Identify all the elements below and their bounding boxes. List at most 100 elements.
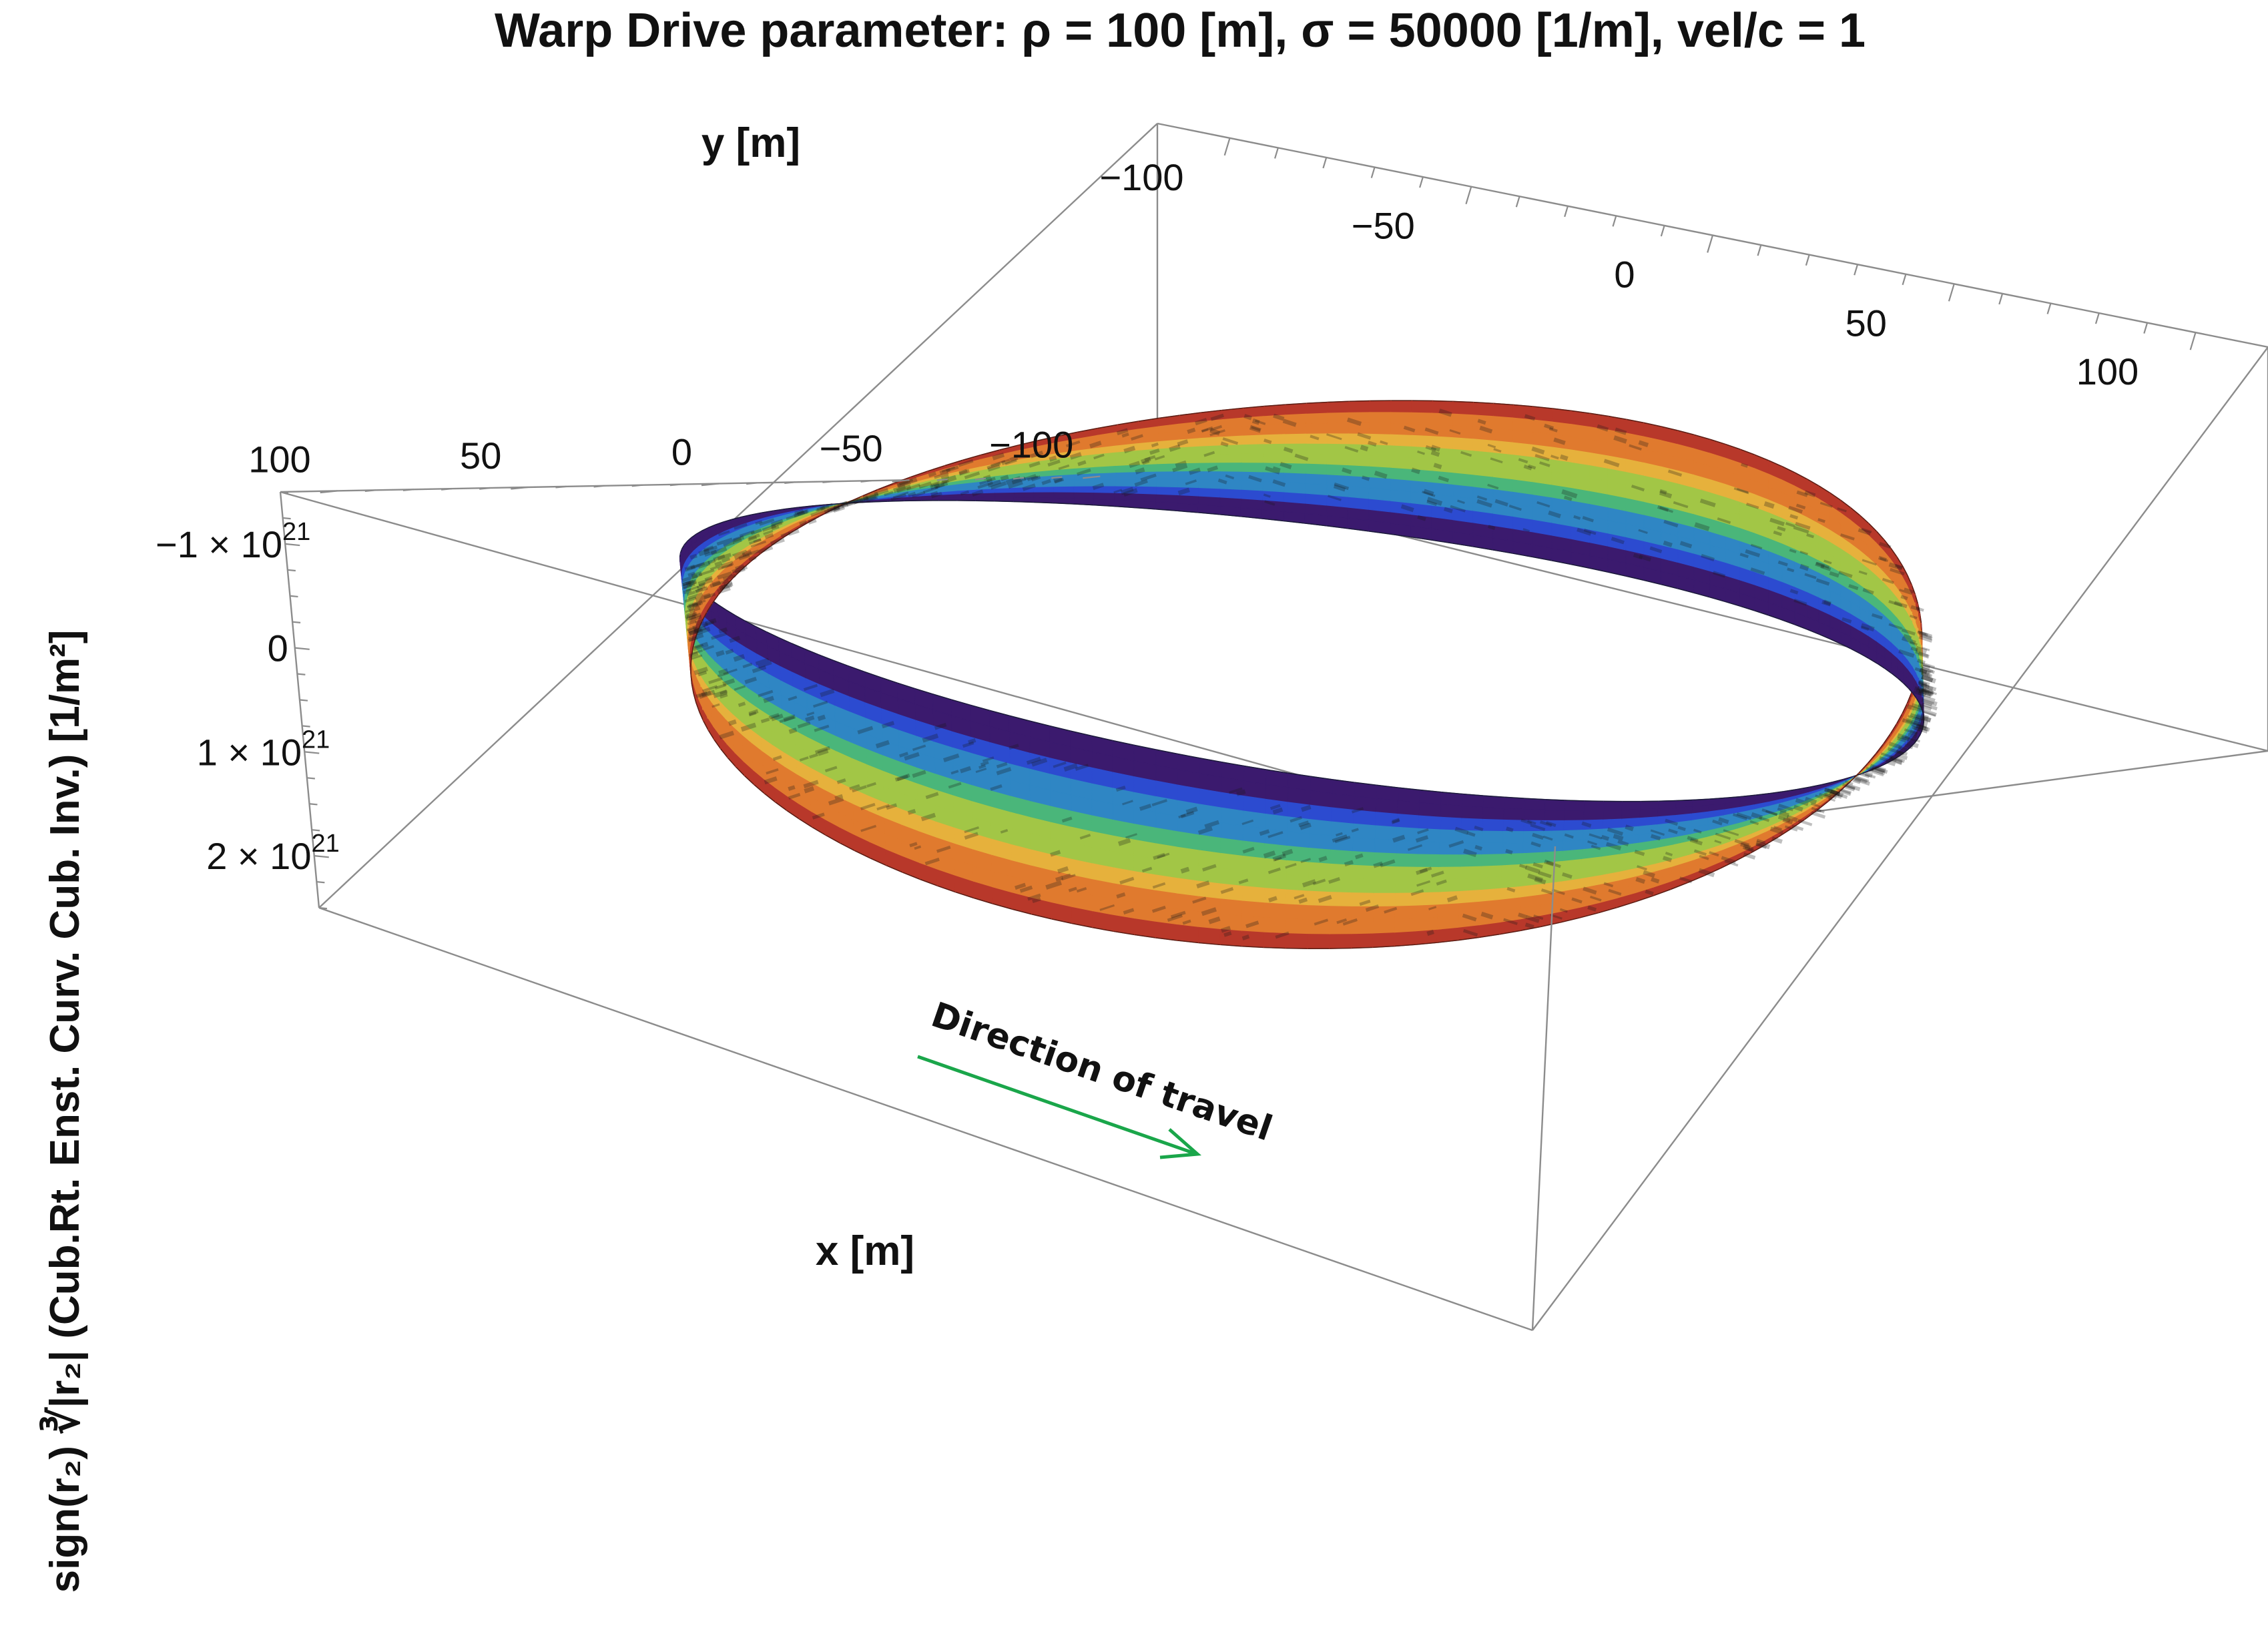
z-tick-mark	[292, 622, 300, 623]
ring-surface-patch	[1243, 886, 1265, 903]
ring-surface-patch	[1462, 794, 1484, 808]
ring-surface-patch	[1306, 443, 1328, 454]
x-axis-label: x [m]	[816, 1228, 914, 1274]
ring-surface-patch	[1332, 822, 1354, 838]
ring-surface-patch	[1310, 805, 1332, 822]
ring-surface-patch	[1374, 866, 1396, 880]
ring-surface-patch	[1310, 834, 1332, 850]
ring-surface-patch	[1494, 416, 1514, 430]
direction-annotation: Direction of travel	[918, 995, 1277, 1157]
ring-surface-patch	[1391, 445, 1412, 458]
curvature-ring-surface	[680, 400, 1938, 948]
ring-surface-patch	[1199, 487, 1220, 497]
ring-surface-patch	[1398, 814, 1420, 829]
chart-title: Warp Drive parameter: ρ = 100 [m], σ = 5…	[495, 4, 1866, 57]
ring-surface-patch	[1135, 493, 1157, 501]
ring-surface-patch	[1220, 471, 1241, 481]
ring-surface-patch	[1199, 496, 1220, 506]
x-tick-mark	[1275, 148, 1278, 158]
ring-surface-patch	[1157, 487, 1178, 495]
ring-surface-patch	[1221, 453, 1242, 463]
ring-surface-patch	[1391, 400, 1412, 412]
ring-surface-patch	[1348, 455, 1370, 467]
ring-bottom-edge	[1433, 401, 1454, 402]
ring-surface-patch	[1481, 877, 1502, 890]
ring-surface-patch	[1352, 920, 1374, 934]
ring-surface-patch	[1504, 797, 1525, 809]
ring-surface-patch	[1473, 451, 1493, 465]
ring-surface-patch	[1221, 463, 1242, 472]
ring-surface-patch	[1265, 814, 1288, 832]
z-tick-mark	[288, 570, 296, 571]
ring-surface-patch	[1177, 909, 1199, 927]
ring-surface-patch	[1328, 443, 1349, 454]
ring-surface-patch	[1284, 482, 1306, 493]
ring-surface-patch	[1390, 479, 1411, 492]
ring-surface-patch	[1015, 492, 1035, 497]
x-axis-ticks: −100−50050100	[1099, 138, 2195, 392]
ring-surface-patch	[1493, 440, 1513, 454]
ring-surface-patch	[1330, 934, 1352, 948]
ring-surface-patch	[1242, 453, 1263, 463]
ring-surface-patch	[1199, 471, 1221, 480]
ring-surface-patch	[1286, 904, 1308, 920]
ring-surface-patch	[1453, 461, 1474, 475]
ring-surface-patch	[1370, 477, 1391, 489]
x-tick-mark	[1903, 274, 1906, 285]
ring-surface-patch	[1115, 472, 1136, 479]
ring-surface-patch	[1460, 878, 1481, 892]
x-tick-mark	[1707, 236, 1713, 253]
ring-surface-patch	[1220, 497, 1241, 508]
ring-surface-patch	[1544, 810, 1565, 821]
x-tick-label: 50	[1846, 302, 1887, 344]
ring-surface-patch	[1416, 918, 1438, 932]
ring-surface-patch	[1374, 880, 1396, 893]
ring-surface-patch	[1482, 831, 1504, 843]
ring-surface-patch	[1306, 473, 1327, 485]
ring-surface-patch	[1370, 400, 1392, 412]
x-tick-mark	[2191, 332, 2196, 350]
ring-surface-patch	[1054, 486, 1075, 492]
ring-surface-patch	[1074, 486, 1095, 493]
ring-surface-patch	[1115, 479, 1136, 486]
ring-surface-patch	[1156, 494, 1177, 503]
z-tick-mark	[297, 674, 305, 675]
z-tick-label: 1 × 1021	[197, 726, 330, 773]
ring-surface-patch	[1353, 838, 1375, 853]
ring-surface-patch	[1094, 493, 1115, 500]
ring-surface-patch	[1307, 412, 1328, 423]
ring-surface-patch	[1533, 406, 1552, 421]
ring-surface-patch	[1545, 800, 1565, 810]
ring-surface-patch	[1330, 892, 1352, 907]
ring-surface-patch	[1462, 806, 1483, 820]
ring-surface-patch	[1504, 808, 1524, 820]
ring-bottom-edge	[1330, 948, 1352, 949]
direction-label: Direction of travel	[926, 995, 1278, 1149]
ring-surface-patch	[1306, 463, 1327, 475]
z-axis-label: sign(r₂) ∛|r₂| (Cub.Rt. Enst. Curv. Cub.…	[39, 630, 89, 1593]
x-tick-label: 0	[1614, 254, 1635, 296]
ring-surface-patch	[1412, 412, 1432, 424]
x-tick-mark	[1758, 245, 1761, 256]
ring-surface-patch	[1284, 473, 1306, 483]
x-tick-mark	[2144, 323, 2147, 334]
ring-surface-patch	[1306, 423, 1328, 433]
ring-surface-patch	[1074, 492, 1095, 499]
ring-surface-patch	[1603, 810, 1623, 820]
z-tick-label: 0	[268, 627, 288, 669]
ring-top-edge	[995, 501, 1014, 502]
ring-surface-patch	[1264, 918, 1286, 934]
ring-surface-patch	[1438, 904, 1459, 918]
ring-surface-patch	[1348, 486, 1370, 499]
ring-surface-patch	[1328, 423, 1349, 433]
y-tick-label: 100	[248, 438, 310, 480]
ring-surface-patch	[1307, 402, 1328, 413]
x-tick-mark	[1516, 196, 1520, 207]
ring-surface-patch	[1659, 800, 1677, 809]
ring-surface-patch	[1391, 434, 1412, 446]
ring-surface-patch	[1288, 832, 1310, 848]
ring-surface-patch	[1622, 802, 1641, 810]
ring-surface-patch	[1441, 805, 1462, 819]
ring-surface-patch	[1474, 402, 1494, 416]
